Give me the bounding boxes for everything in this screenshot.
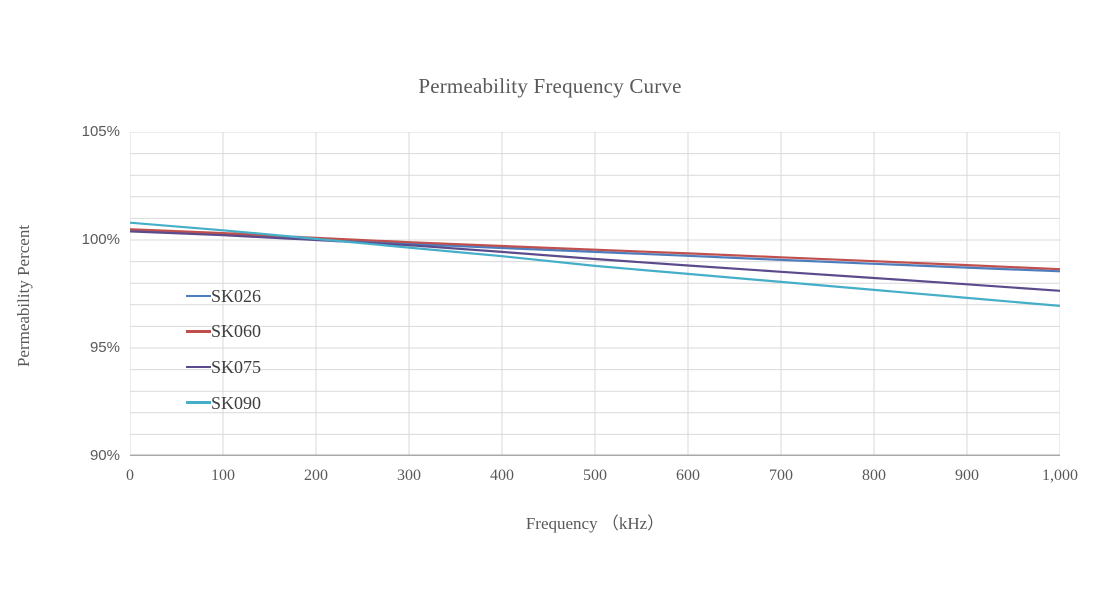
legend-label-SK075: SK075 xyxy=(211,356,262,377)
legend-label-SK090: SK090 xyxy=(211,392,262,413)
legend-label-SK060: SK060 xyxy=(211,321,262,342)
y-tick-label-100: 100% xyxy=(81,231,120,248)
y-tick-label-105: 105% xyxy=(81,123,120,140)
plot-area: SK026 SK060 SK075 SK090 xyxy=(130,132,1060,456)
legend-label-SK026: SK026 xyxy=(211,285,262,306)
legend-line-swatch-SK060 xyxy=(186,330,211,333)
legend-line-swatch-SK026 xyxy=(186,294,211,298)
legend-item-SK090: SK090 xyxy=(186,385,261,421)
legend-item-SK026: SK026 xyxy=(186,278,261,314)
x-tick-label-800: 800 xyxy=(862,467,886,484)
legend-line-swatch-SK075 xyxy=(186,365,211,369)
plot-svg xyxy=(130,132,1060,456)
y-tick-label-90: 90% xyxy=(89,447,120,464)
legend-item-SK060: SK060 xyxy=(186,314,261,350)
x-axis-title: Frequency （kHz） xyxy=(525,514,665,533)
x-tick-label-600: 600 xyxy=(676,467,700,484)
chart-title: Permeability Frequency Curve xyxy=(418,74,682,98)
x-tick-label-700: 700 xyxy=(769,467,793,484)
x-tick-label-1000: 1,000 xyxy=(1042,467,1078,484)
legend: SK026 SK060 SK075 SK090 xyxy=(186,278,261,420)
legend-item-SK075: SK075 xyxy=(186,349,261,385)
x-tick-label-900: 900 xyxy=(955,467,979,484)
x-tick-label-500: 500 xyxy=(583,467,607,484)
x-tick-label-400: 400 xyxy=(490,467,514,484)
x-tick-label-300: 300 xyxy=(397,467,421,484)
x-tick-label-0: 0 xyxy=(126,467,134,484)
series-line-SK075 xyxy=(130,230,1060,292)
x-tick-label-100: 100 xyxy=(211,467,235,484)
legend-line-swatch-SK090 xyxy=(186,401,211,404)
x-tick-label-200: 200 xyxy=(304,467,328,484)
series-line-SK090 xyxy=(130,221,1060,307)
y-tick-label-95: 95% xyxy=(89,339,120,356)
